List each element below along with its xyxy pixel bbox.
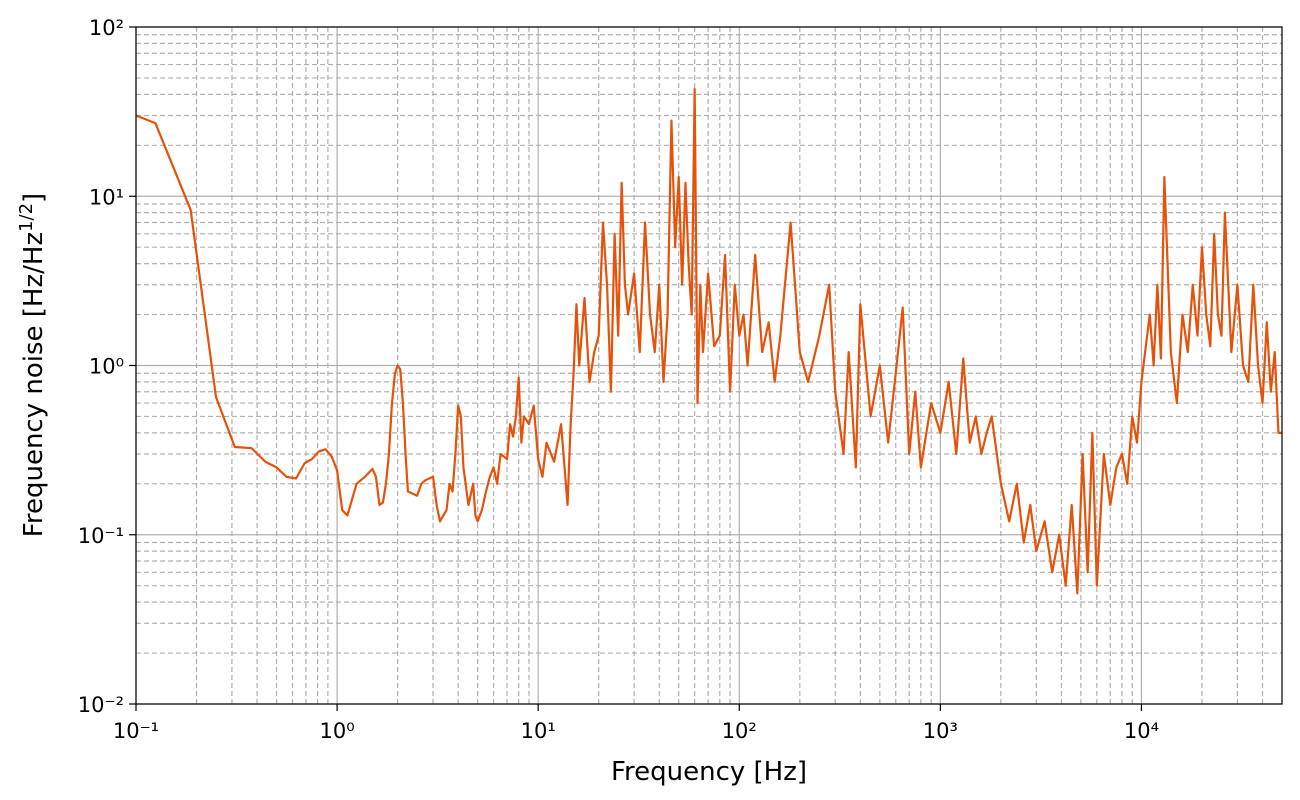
y-tick-label: 10¹	[89, 185, 124, 209]
x-tick-label: 10⁰	[320, 719, 355, 743]
y-axis-label-sup: 1/2	[16, 203, 37, 232]
x-tick-label: 10²	[722, 719, 757, 743]
y-tick-label: 10⁰	[89, 355, 124, 379]
y-axis-label: Frequency noise [Hz/Hz1/2]	[16, 193, 49, 537]
x-tick-label: 10⁴	[1124, 719, 1159, 743]
x-tick-label: 10¹	[521, 719, 556, 743]
grid	[135, 26, 1282, 705]
y-tick-label: 10²	[89, 16, 124, 40]
data-line	[136, 87, 1282, 595]
y-axis-label-suffix: ]	[19, 193, 49, 203]
y-tick-label: 10⁻²	[78, 693, 124, 717]
plot	[136, 87, 1282, 595]
x-axis-label: Frequency [Hz]	[611, 757, 807, 787]
y-tick-label: 10⁻¹	[78, 524, 124, 548]
y-axis-label-text: Frequency noise [Hz/Hz	[19, 232, 49, 537]
x-tick-label: 10³	[923, 719, 958, 743]
x-tick-label: 10⁻¹	[113, 719, 159, 743]
